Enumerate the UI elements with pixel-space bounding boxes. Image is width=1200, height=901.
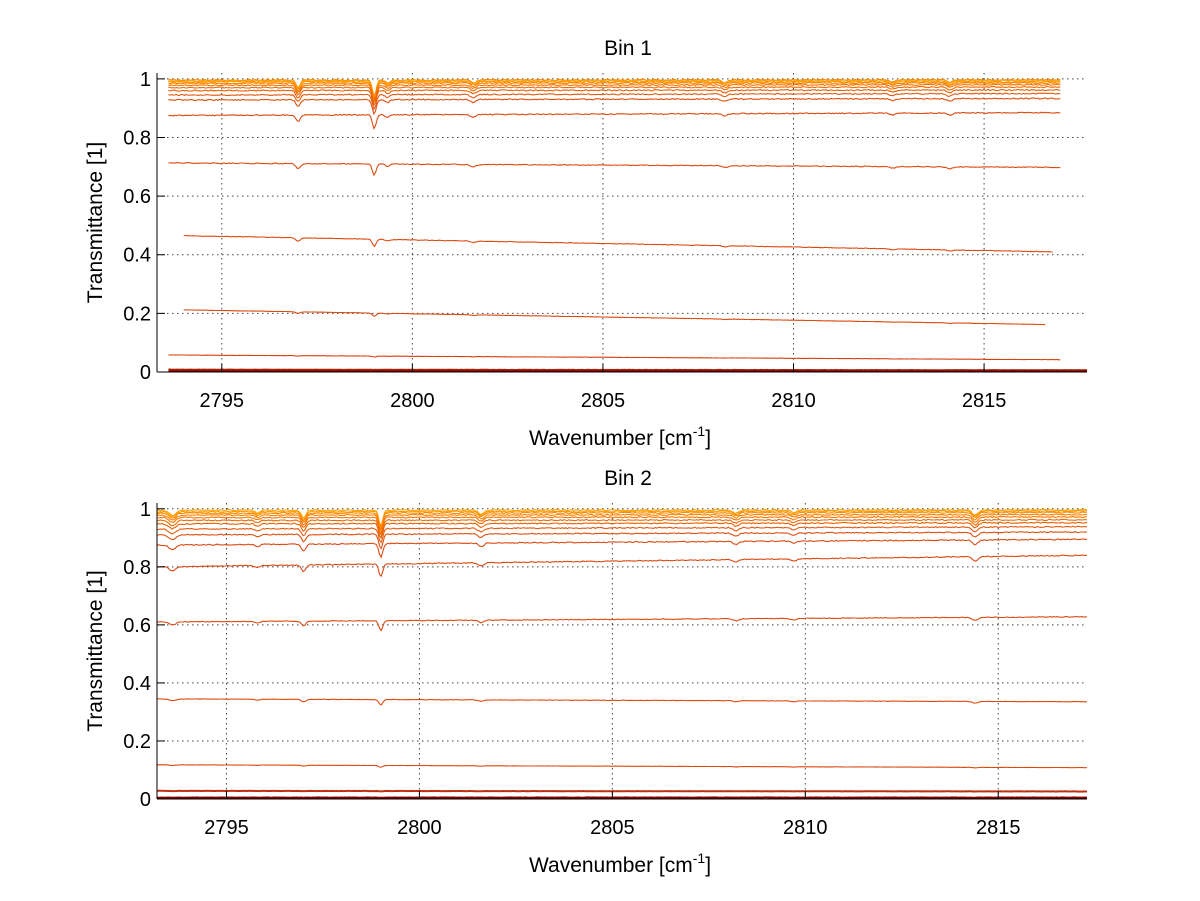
y-tick-label: 0 [140,362,151,384]
series-line-s08 [168,92,1061,111]
series-line-s10 [168,111,1061,130]
y-axis-label: Transmittance [1] [84,142,107,303]
series-line-s09 [157,530,1087,550]
y-tick-label: 0 [140,789,151,811]
y-tick-label: 0.6 [123,186,151,208]
grid [157,503,1087,800]
series-line-s02 [157,510,1087,529]
chart-title: Bin 1 [604,37,652,60]
series-group [157,508,1087,799]
y-tick-label: 0.4 [123,673,151,695]
x-tick-label: 2810 [771,390,816,412]
series-line-s05 [157,515,1087,535]
series-line-s10 [157,538,1087,559]
series-line-s05 [168,83,1061,103]
x-axis-label: Wavenumber [cm-1] [529,423,711,450]
x-axis-label-superscript: -1 [693,850,706,866]
x-tick-label: 2815 [976,817,1021,839]
chart-bin-1: 2795 2800 2805 2810 2815 0 0.2 0.4 0.6 0.8 1 Bin 1 W… [84,37,1087,450]
y-tick-label: 0.8 [123,557,151,579]
y-tick-label: 0.6 [123,615,151,637]
series-line-s03 [157,511,1087,530]
series-line-s15 [168,368,1087,372]
plot-area [157,503,1087,799]
x-tick-label: 2810 [783,817,828,839]
x-axis-label-main: Wavenumber [cm [529,854,693,877]
y-tick-label: 0.2 [123,303,151,325]
x-tick-label: 2795 [204,817,249,839]
series-line-s13 [183,309,1046,326]
series-line-s13 [157,698,1087,706]
x-axis-label-superscript: -1 [693,423,706,439]
x-axis-label-end: ] [705,427,711,450]
series-line-s11 [168,162,1061,177]
y-tick-label: 0.8 [123,127,151,149]
chart-title: Bin 2 [604,467,652,490]
x-tick-label: 2800 [390,390,435,412]
y-tick-label: 1 [140,69,151,91]
series-line-s14 [168,354,1061,361]
series-line-s04 [168,81,1061,101]
series-line-s08 [157,525,1087,544]
x-tick-label: 2800 [397,817,442,839]
chart-bin-2: 2795 2800 2805 2810 2815 0 0.2 0.4 0.6 0.8 1 Bin 2 W… [84,467,1087,877]
x-tick-label: 2815 [962,390,1007,412]
series-line-s02 [168,79,1061,98]
plot-area [157,73,1087,372]
x-axis-label-end: ] [705,854,711,877]
series-line-s11 [157,554,1087,578]
y-tick-label: 0.4 [123,245,151,267]
y-axis-label: Transmittance [1] [84,570,107,731]
series-line-s01 [157,508,1087,528]
series-line-s04 [157,513,1087,531]
series-line-s15 [157,789,1087,793]
y-tick-label: 0.2 [123,731,151,753]
x-tick-label: 2795 [200,390,245,412]
x-tick-label: 2805 [581,390,626,412]
x-axis-label-main: Wavenumber [cm [529,427,693,450]
series-line-s06 [157,518,1087,537]
series-line-s12 [183,234,1053,253]
series-line-s07 [168,88,1061,107]
series-line-s06 [168,85,1061,104]
series-line-s07 [157,521,1087,540]
series-line-s14 [157,764,1087,769]
x-tick-label: 2805 [590,817,635,839]
series-line-s09 [168,97,1061,116]
y-tick-label: 1 [140,499,151,521]
x-axis-label: Wavenumber [cm-1] [529,850,711,877]
series-line-s12 [157,615,1087,632]
